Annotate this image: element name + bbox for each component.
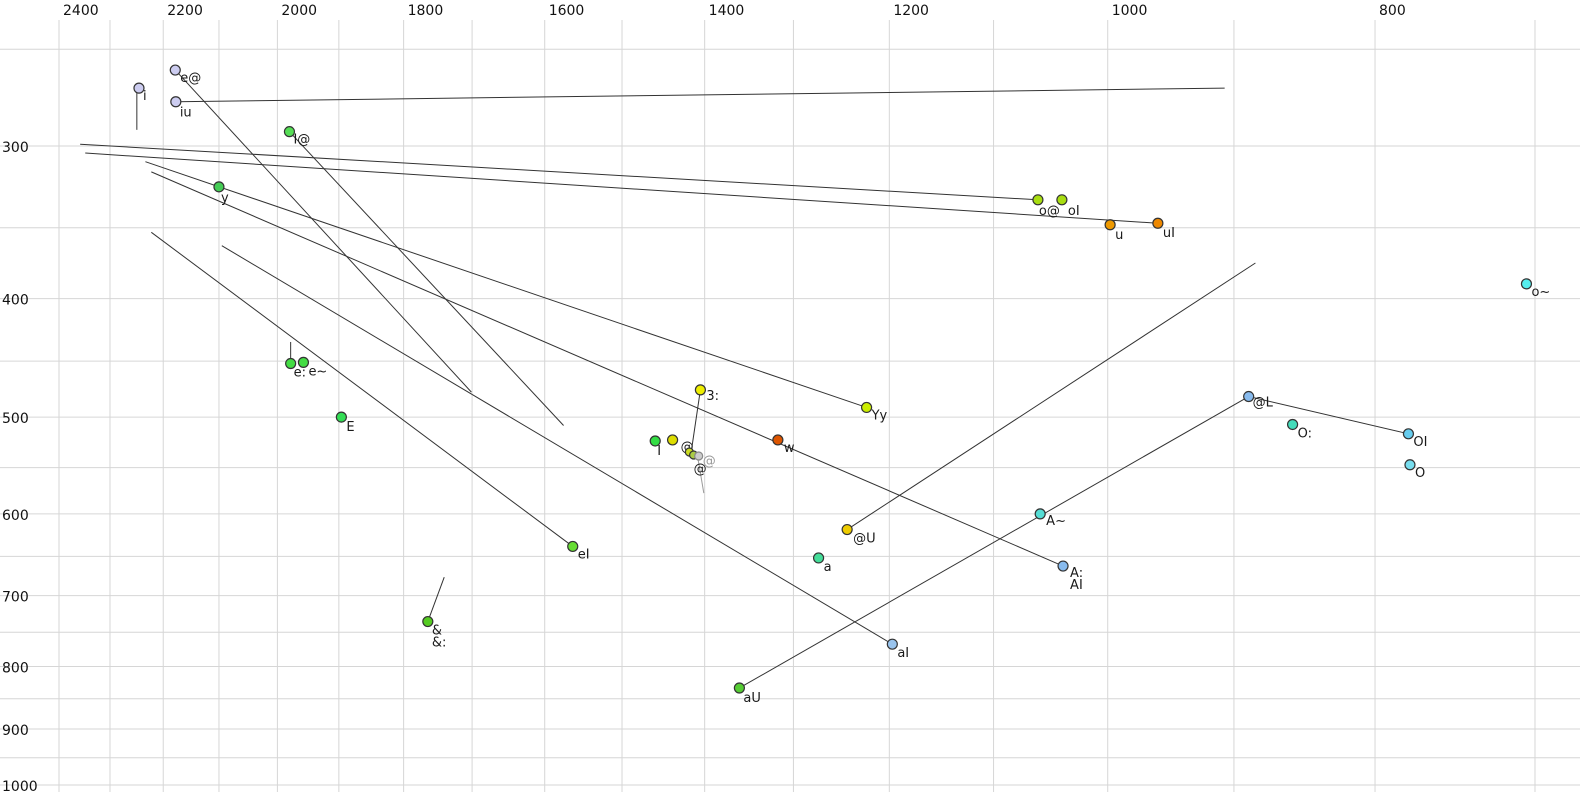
trajectory-line-e@-glide <box>174 69 472 393</box>
vowel-point-oI <box>1056 194 1068 206</box>
x-axis-tick-label-800: 800 <box>1379 3 1406 19</box>
trajectory-line-to-eI <box>151 231 574 547</box>
x-axis-tick-label-1600: 1600 <box>549 3 585 19</box>
vowel-point-I@ <box>283 126 296 138</box>
vowel-point-a <box>812 552 825 564</box>
trajectory-line-&-whisker <box>427 576 445 622</box>
y-axis-tick-label-900: 900 <box>2 723 29 739</box>
vowel-label-@: @ <box>694 462 707 477</box>
vowel-point-E <box>335 411 347 423</box>
vowel-label-e~: e~ <box>308 364 327 379</box>
vowel-label-@: @ <box>703 454 716 469</box>
vowel-point-e@ <box>169 64 181 76</box>
vowel-label-O: O <box>1415 466 1425 481</box>
vowel-point-aI <box>886 638 898 650</box>
vowel-point-3: <box>694 384 706 396</box>
vowel-label-O:: O: <box>1298 426 1312 441</box>
x-axis-tick-label-1800: 1800 <box>408 3 444 19</box>
trajectory-line-aU-to-@L <box>739 396 1249 689</box>
vowel-point-A~ <box>1034 508 1046 520</box>
x-axis-tick-label-1400: 1400 <box>709 3 745 19</box>
vowel-point-eI <box>567 540 579 553</box>
vowel-point-u <box>1104 219 1116 231</box>
vowel-point-e~ <box>297 356 310 368</box>
vowel-label-&:: &: <box>432 636 447 651</box>
vowel-label-I@: I@ <box>293 133 310 148</box>
vowel-point-I <box>649 435 661 447</box>
vowel-label-eI: eI <box>578 547 590 562</box>
vowel-label-OI: OI <box>1413 435 1427 450</box>
vowel-point-@U <box>841 523 853 536</box>
y-axis-tick-label-800: 800 <box>2 661 29 677</box>
vowel-label-w: w <box>784 441 795 456</box>
vowel-point-@ <box>694 451 704 461</box>
vowel-label-iu: iu <box>180 106 192 121</box>
trajectory-line-iu-glide <box>175 87 1225 103</box>
vowel-point-@ <box>666 434 679 446</box>
vowel-point-O: <box>1286 418 1299 431</box>
trajectory-line-I@-glide <box>289 131 564 426</box>
trajectory-line-y-to-Yy <box>145 161 867 408</box>
y-axis-tick-label-500: 500 <box>2 411 29 427</box>
vowel-label-uI: uI <box>1163 226 1175 241</box>
vowel-point-o@ <box>1032 194 1044 206</box>
y-axis-tick-label-600: 600 <box>2 508 29 524</box>
vowel-label-I: I <box>657 444 661 459</box>
trajectory-line-w-to-A: <box>151 171 1064 567</box>
y-axis-tick-label-400: 400 <box>2 293 29 309</box>
x-axis-tick-label-2000: 2000 <box>281 3 317 19</box>
vowel-point-w <box>772 434 784 446</box>
vowel-point-A: <box>1057 560 1069 572</box>
vowel-label-A~: A~ <box>1046 514 1066 529</box>
vowel-label-y: y <box>221 191 229 206</box>
vowel-point-i <box>133 82 145 94</box>
vowel-point-o~ <box>1520 278 1533 290</box>
vowel-point-& <box>422 615 434 628</box>
vowel-label-AI: AI <box>1070 578 1083 593</box>
y-axis-tick-label-1000: 1000 <box>2 779 38 795</box>
vowel-point-@L <box>1243 390 1255 403</box>
vowel-point-uI <box>1152 217 1164 229</box>
vowel-label-e@: e@ <box>180 71 201 86</box>
trajectory-line-to-o@ <box>80 143 1038 201</box>
vowel-label-aI: aI <box>897 646 909 661</box>
trajectory-line-3:-to-@ <box>690 389 701 454</box>
x-axis-tick-label-1200: 1200 <box>893 3 929 19</box>
y-axis-tick-label-300: 300 <box>2 140 29 156</box>
vowel-point-OI <box>1402 428 1415 440</box>
vowel-point-iu <box>170 96 182 108</box>
y-axis-tick-label-700: 700 <box>2 590 29 606</box>
x-axis-tick-label-2400: 2400 <box>63 3 99 19</box>
vowel-label-@U: @U <box>853 532 876 547</box>
vowel-point-Yy <box>860 401 873 414</box>
vowel-label-u: u <box>1115 228 1123 243</box>
trajectory-line-@L-to-OI <box>1248 396 1409 435</box>
trajectory-line-to-uI <box>85 152 1158 224</box>
vowel-label-&: & <box>432 624 442 639</box>
vowel-label-A:: A: <box>1070 566 1083 581</box>
vowel-label-i: i <box>143 89 147 104</box>
vowel-label-a: a <box>824 560 832 575</box>
vowel-label-o~: o~ <box>1531 285 1550 300</box>
vowel-label-e:: e: <box>294 366 306 381</box>
vowel-point-aU <box>733 682 745 694</box>
x-axis-tick-label-1000: 1000 <box>1112 3 1148 19</box>
vowel-label-aU: aU <box>743 691 760 706</box>
vowel-label-oI: oI <box>1068 204 1080 219</box>
vowel-label-Yy: Yy <box>871 408 888 423</box>
vowel-point-y <box>213 181 225 193</box>
vowel-point-O <box>1404 459 1416 471</box>
trajectory-line-@U-glide <box>846 262 1256 530</box>
x-axis-tick-label-2200: 2200 <box>167 3 203 19</box>
trajectory-line-@-gray <box>697 457 705 494</box>
trajectory-line-to-aI <box>221 245 893 645</box>
vowel-label-E: E <box>346 420 354 435</box>
vowel-label-o@: o@ <box>1039 204 1060 219</box>
vowel-label-@L: @L <box>1253 396 1274 411</box>
vowel-point-e: <box>285 357 297 370</box>
vowel-label-3:: 3: <box>706 389 719 404</box>
